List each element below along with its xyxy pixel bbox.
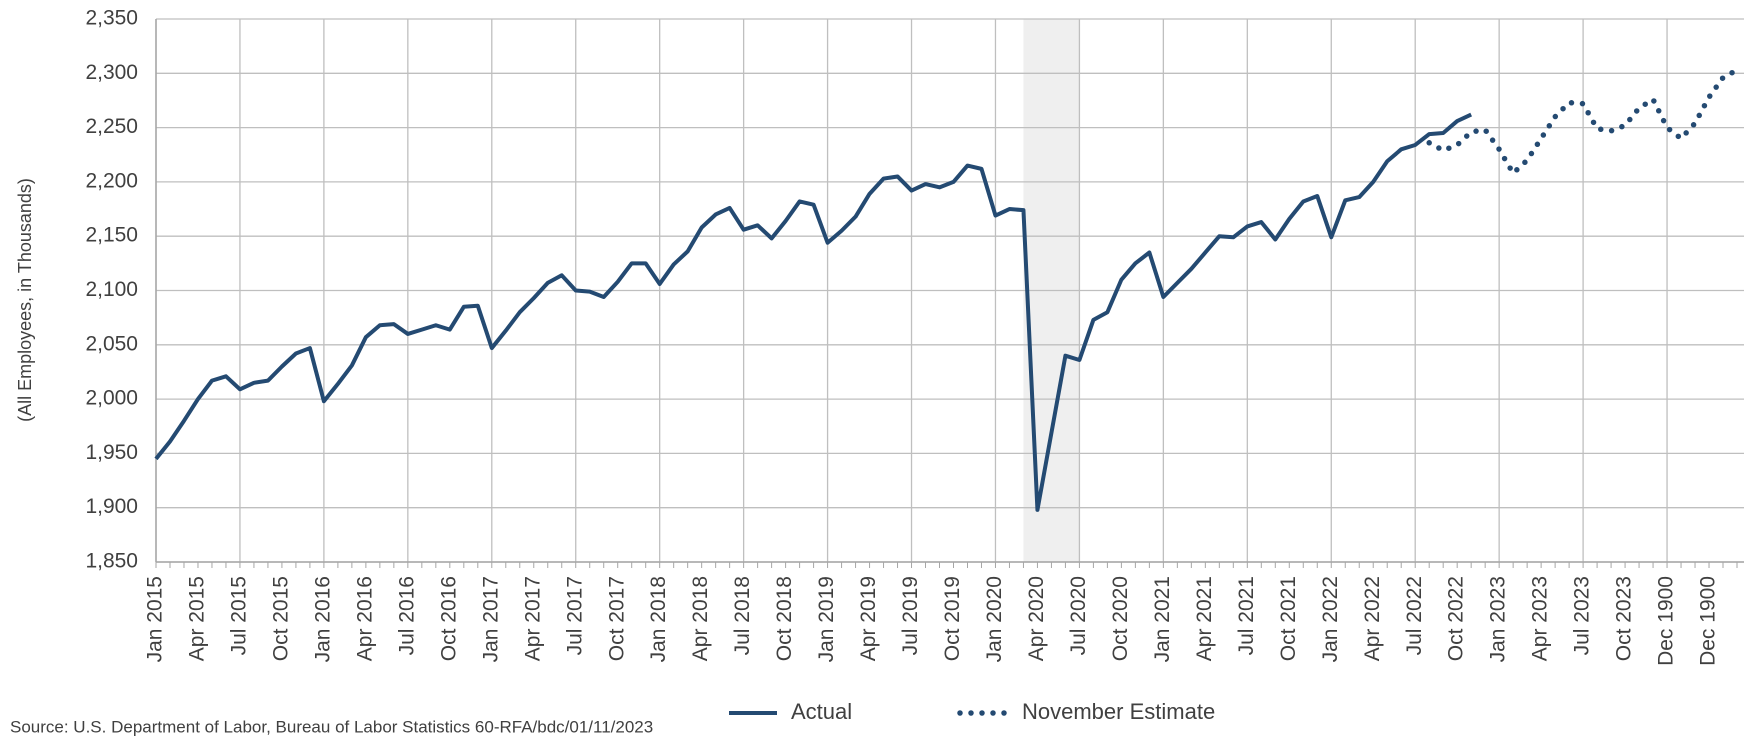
x-tick-label: Oct 2023 bbox=[1613, 576, 1636, 661]
x-tick-label: Jul 2016 bbox=[395, 576, 418, 655]
y-tick-label: 1,950 bbox=[85, 441, 138, 464]
y-tick-label: 2,350 bbox=[85, 7, 138, 30]
x-tick-label: Jul 2023 bbox=[1571, 576, 1594, 655]
x-tick-label: Jan 2015 bbox=[144, 576, 167, 662]
x-tick-label: Jul 2015 bbox=[227, 576, 250, 655]
x-tick-label: Apr 2019 bbox=[857, 576, 880, 661]
y-tick-label: 2,250 bbox=[85, 115, 138, 138]
x-tick-label: Oct 2022 bbox=[1445, 576, 1468, 661]
x-tick-label: Jan 2022 bbox=[1319, 576, 1342, 662]
x-tick-label: Apr 2021 bbox=[1193, 576, 1216, 661]
x-tick-label: Jul 2019 bbox=[899, 576, 922, 655]
x-tick-label: Apr 2023 bbox=[1529, 576, 1552, 661]
y-tick-label: 2,050 bbox=[85, 332, 138, 355]
y-tick-label: 2,300 bbox=[85, 61, 138, 84]
y-tick-label: 2,200 bbox=[85, 169, 138, 192]
x-tick-label: Jan 2023 bbox=[1487, 576, 1510, 662]
x-tick-label: Jan 2017 bbox=[479, 576, 502, 662]
x-tick-label: Dec 1900 bbox=[1655, 576, 1678, 666]
x-tick-label: Oct 2017 bbox=[605, 576, 628, 661]
data-line bbox=[1426, 67, 1740, 178]
x-tick-label: Jan 2018 bbox=[647, 576, 670, 662]
y-tick-label: 1,850 bbox=[85, 550, 138, 573]
x-tick-label: Apr 2020 bbox=[1025, 576, 1048, 661]
x-tick-label: Jul 2017 bbox=[563, 576, 586, 655]
x-tick-label: Oct 2019 bbox=[941, 576, 964, 661]
x-tick-label: Jan 2016 bbox=[311, 576, 334, 662]
x-tick-label: Jan 2019 bbox=[815, 576, 838, 662]
x-tick-label: Oct 2018 bbox=[773, 576, 796, 661]
x-tick-label: Oct 2015 bbox=[269, 576, 292, 661]
x-tick-label: Apr 2017 bbox=[521, 576, 544, 661]
y-tick-label: 2,100 bbox=[85, 278, 138, 301]
x-tick-label: Apr 2022 bbox=[1361, 576, 1384, 661]
x-tick-label: Apr 2016 bbox=[353, 576, 376, 661]
x-tick-label: Oct 2020 bbox=[1109, 576, 1132, 661]
x-tick-label: Jul 2022 bbox=[1403, 576, 1426, 655]
x-tick-label: Jul 2018 bbox=[731, 576, 754, 655]
x-tick-label: Jul 2021 bbox=[1235, 576, 1258, 655]
legend-label: November Estimate bbox=[1022, 699, 1215, 724]
y-tick-label: 2,150 bbox=[85, 224, 138, 247]
x-tick-label: Jul 2020 bbox=[1067, 576, 1090, 655]
data-line bbox=[154, 112, 1473, 512]
source-note: Source: U.S. Department of Labor, Bureau… bbox=[10, 717, 653, 736]
x-tick-label: Jan 2021 bbox=[1151, 576, 1174, 662]
x-tick-label: Apr 2015 bbox=[186, 576, 209, 661]
legend-label: Actual bbox=[791, 699, 852, 724]
x-tick-label: Jan 2020 bbox=[983, 576, 1006, 662]
y-tick-label: 1,900 bbox=[85, 495, 138, 518]
x-tick-label: Oct 2016 bbox=[437, 576, 460, 661]
y-tick-label: 2,000 bbox=[85, 387, 138, 410]
x-tick-label: Apr 2018 bbox=[689, 576, 712, 661]
y-axis-label: (All Employees, in Thousands) bbox=[15, 178, 35, 422]
x-tick-label: Oct 2021 bbox=[1277, 576, 1300, 661]
x-tick-label: Dec 1900 bbox=[1697, 576, 1720, 666]
